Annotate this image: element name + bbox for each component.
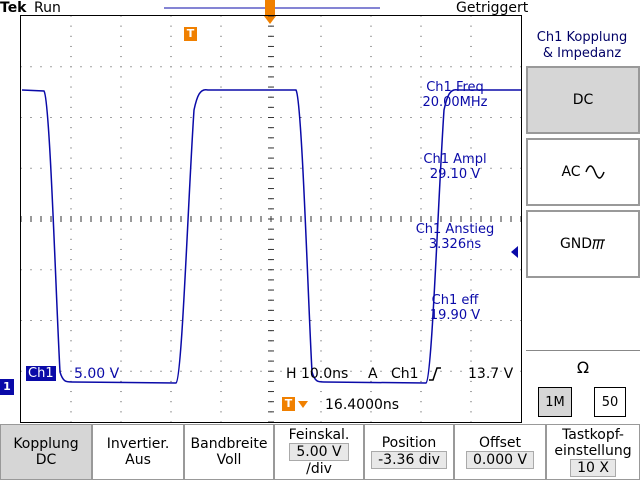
trigger-state: Getriggert (456, 0, 529, 16)
timebase-readout: H 10.0ns (286, 366, 349, 382)
bottom-offset-button[interactable]: Offset 0.000 V (454, 424, 546, 480)
measurement-amplitude: Ch1 Ampl 29.10 V (400, 152, 510, 182)
measurement-value: 3.326ns (428, 237, 482, 252)
measurement-rise-time: Ch1 Anstieg 3.326ns (400, 222, 510, 252)
trigger-source: Ch1 (391, 366, 419, 382)
record-position-bar (164, 0, 380, 24)
bottom-button-value: DC (35, 452, 57, 468)
acquisition-status: Run (34, 0, 61, 16)
ground-icon (592, 239, 606, 250)
measurement-label: Ch1 Ampl (423, 152, 487, 167)
bottom-button-label: Tastkopf- (562, 427, 624, 443)
measurement-rms: Ch1 eff 19.90 V (400, 293, 510, 323)
graticule (21, 16, 521, 422)
measurement-label: Ch1 Anstieg (415, 222, 495, 237)
coupling-ac-button[interactable]: AC (526, 138, 640, 206)
bottom-button-label: Position (381, 435, 437, 451)
impedance-symbol: Ω (576, 358, 590, 377)
waveform-display[interactable] (20, 15, 522, 423)
coupling-dc-label: DC (572, 92, 594, 108)
brand-logo: Tek (0, 0, 27, 16)
trigger-level-marker (511, 246, 518, 258)
bottom-button-value: 5.00 V (289, 443, 349, 461)
measurement-label: Ch1 eff (431, 293, 479, 308)
bottom-invert-button[interactable]: Invertier. Aus (92, 424, 184, 480)
bottom-button-value: Aus (125, 452, 151, 468)
trigger-mode: A (368, 366, 378, 382)
bottom-button-label: Kopplung (13, 436, 79, 452)
bottom-button-value: 10 X (570, 459, 616, 477)
bottom-button-label: Bandbreite (190, 436, 268, 452)
bottom-button-label: Offset (478, 435, 522, 451)
bottom-coupling-button[interactable]: Kopplung DC (0, 424, 92, 480)
coupling-gnd-label: GND (559, 236, 593, 252)
bottom-button-label: Invertier. (106, 436, 170, 452)
bottom-button-value: Voll (216, 452, 242, 468)
trigger-level: 13.7 V (468, 366, 514, 382)
volts-per-div: 5.00 V (74, 366, 120, 382)
bottom-button-label: Feinskal. (288, 427, 350, 443)
bottom-position-button[interactable]: Position -3.36 div (364, 424, 454, 480)
rising-edge-icon (429, 367, 441, 381)
coupling-gnd-button[interactable]: GND (526, 210, 640, 278)
measurement-frequency: Ch1 Freq 20.00MHz (400, 80, 510, 110)
trigger-offset-marker: T (282, 397, 295, 411)
bottom-bandwidth-button[interactable]: Bandbreite Voll (184, 424, 274, 480)
channel-1-ground-marker: 1 (0, 379, 14, 395)
trigger-position-marker: T (184, 27, 197, 41)
bottom-probe-setup-button[interactable]: Tastkopf- einstellung 10 X (546, 424, 640, 480)
trigger-arrow-icon (298, 401, 308, 408)
bottom-button-value: -3.36 div (371, 451, 447, 469)
impedance-50-button[interactable]: 50 (594, 387, 626, 417)
bottom-button-value: 0.000 V (465, 451, 535, 469)
bottom-fine-scale-button[interactable]: Feinskal. 5.00 V /div (274, 424, 364, 480)
trigger-position-readout: 16.4000ns (325, 397, 400, 413)
coupling-ac-label: AC (561, 164, 581, 180)
measurement-value: 29.10 V (429, 167, 481, 182)
impedance-1m-button[interactable]: 1M (538, 387, 572, 417)
bottom-button-unit: /div (306, 461, 332, 477)
measurement-value: 20.00MHz (422, 95, 488, 110)
measurement-value: 19.90 V (429, 308, 481, 323)
side-menu-title: Ch1 Kopplung & Impedanz (524, 30, 640, 62)
side-menu-divider (526, 350, 640, 351)
side-menu-title-line: Ch1 Kopplung (536, 30, 628, 45)
coupling-dc-button[interactable]: DC (526, 66, 640, 134)
channel-badge: Ch1 (26, 366, 56, 381)
side-menu-title-line: & Impedanz (542, 46, 622, 61)
bottom-button-label: einstellung (554, 443, 632, 459)
ac-wave-icon (584, 165, 605, 179)
measurement-label: Ch1 Freq (426, 80, 484, 95)
